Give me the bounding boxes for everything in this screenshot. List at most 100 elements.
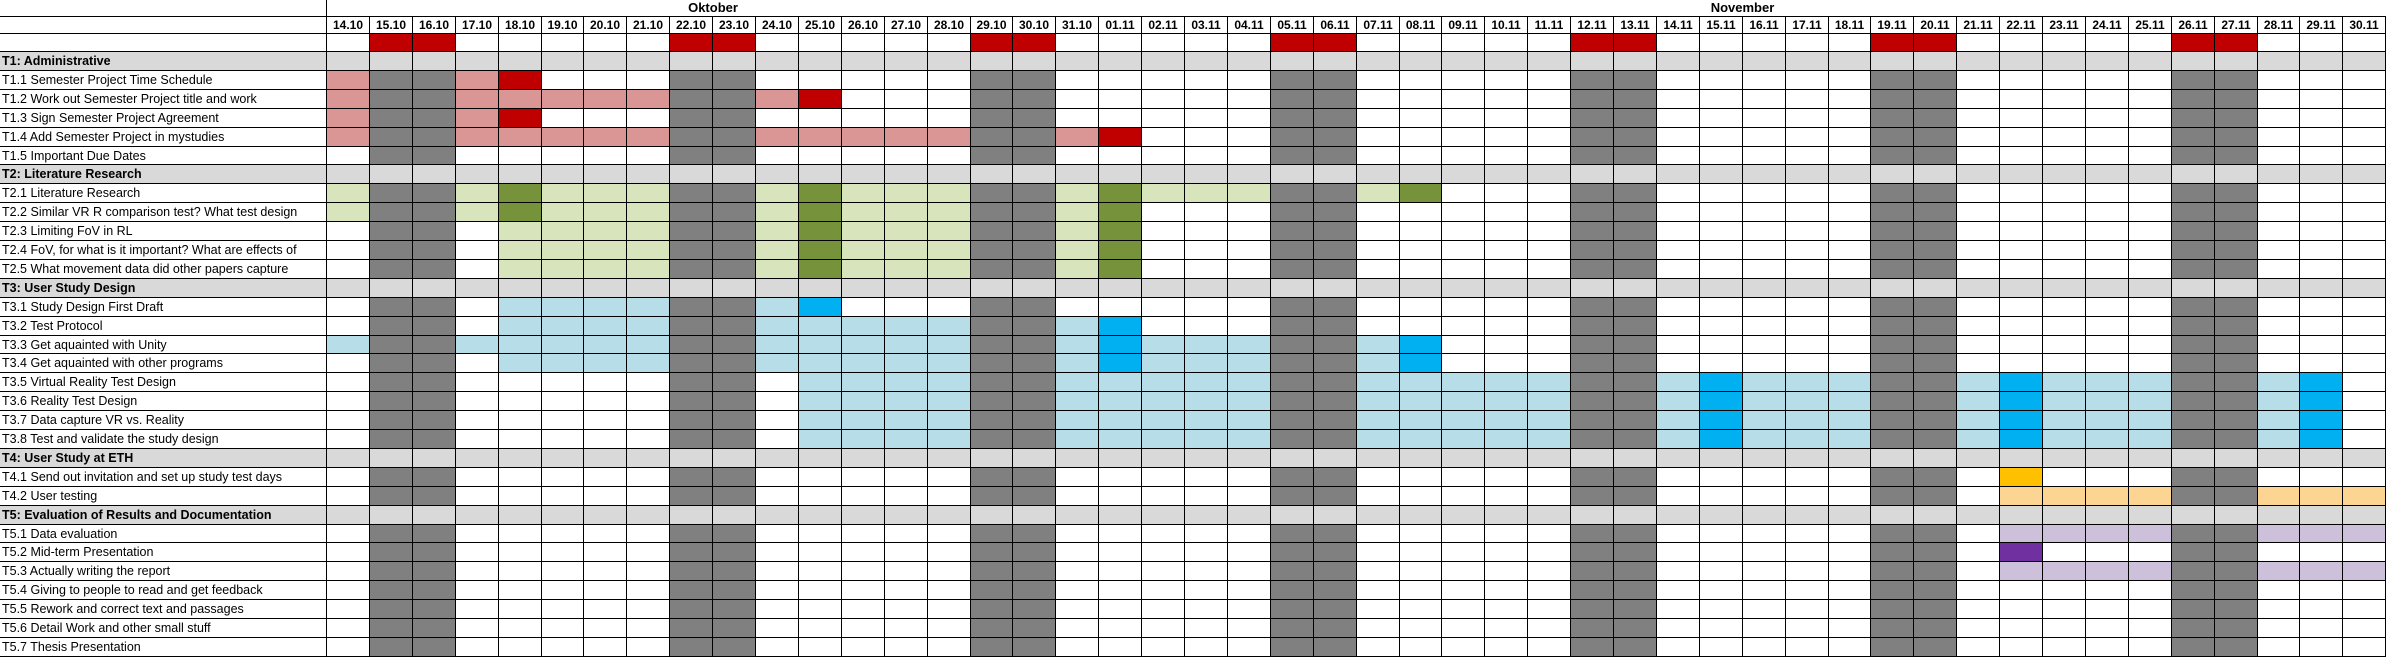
- weekend-cell[interactable]: [413, 203, 456, 222]
- section-day-cell[interactable]: [2172, 506, 2215, 525]
- section-day-cell[interactable]: [799, 279, 842, 298]
- schedule-bar-cell[interactable]: [1185, 392, 1228, 411]
- weekend-cell[interactable]: [2215, 600, 2258, 619]
- day-cell[interactable]: [1829, 298, 1871, 317]
- weekend-cell[interactable]: [670, 487, 713, 506]
- schedule-bar-cell[interactable]: [627, 222, 670, 241]
- date-header[interactable]: 23.11: [2043, 17, 2086, 34]
- weekend-cell[interactable]: [1013, 260, 1056, 279]
- section-day-cell[interactable]: [670, 506, 713, 525]
- schedule-bar-cell[interactable]: [327, 203, 370, 222]
- schedule-bar-cell[interactable]: [499, 90, 542, 109]
- day-cell[interactable]: [1657, 317, 1700, 336]
- day-cell[interactable]: [2043, 543, 2086, 562]
- day-cell[interactable]: [499, 600, 542, 619]
- day-cell[interactable]: [542, 392, 584, 411]
- date-header[interactable]: 15.10: [370, 17, 413, 34]
- schedule-bar-cell[interactable]: [1957, 373, 2000, 392]
- day-cell[interactable]: [456, 638, 499, 657]
- day-cell[interactable]: [2258, 336, 2300, 354]
- weekend-cell[interactable]: [713, 147, 756, 165]
- day-cell[interactable]: [1228, 317, 1271, 336]
- schedule-bar-cell[interactable]: [1099, 411, 1142, 430]
- weekend-cell[interactable]: [1871, 336, 1914, 354]
- weekend-cell[interactable]: [370, 600, 413, 619]
- day-cell[interactable]: [885, 600, 928, 619]
- schedule-bar-cell[interactable]: [799, 222, 842, 241]
- day-cell[interactable]: [542, 411, 584, 430]
- section-header[interactable]: T3: User Study Design: [0, 279, 327, 298]
- day-cell[interactable]: [1829, 354, 1871, 373]
- marker-cell[interactable]: [1528, 34, 1571, 52]
- weekend-cell[interactable]: [971, 109, 1013, 128]
- day-cell[interactable]: [1957, 90, 2000, 109]
- section-day-cell[interactable]: [1142, 165, 1185, 184]
- day-cell[interactable]: [1485, 468, 1528, 487]
- weekend-cell[interactable]: [1314, 354, 1357, 373]
- day-cell[interactable]: [499, 147, 542, 165]
- section-day-cell[interactable]: [1657, 449, 1700, 468]
- schedule-bar-cell[interactable]: [842, 373, 885, 392]
- schedule-bar-cell[interactable]: [885, 203, 928, 222]
- weekend-cell[interactable]: [1914, 71, 1957, 90]
- day-cell[interactable]: [1786, 109, 1829, 128]
- weekend-cell[interactable]: [370, 468, 413, 487]
- section-day-cell[interactable]: [1743, 449, 1786, 468]
- weekend-cell[interactable]: [2172, 487, 2215, 506]
- day-cell[interactable]: [2258, 241, 2300, 260]
- day-cell[interactable]: [2300, 317, 2343, 336]
- schedule-bar-cell[interactable]: [1957, 411, 2000, 430]
- weekend-marker[interactable]: [1914, 34, 1957, 52]
- day-cell[interactable]: [1957, 354, 2000, 373]
- day-cell[interactable]: [327, 581, 370, 600]
- day-cell[interactable]: [2000, 241, 2043, 260]
- weekend-cell[interactable]: [2215, 298, 2258, 317]
- task-label[interactable]: T1.4 Add Semester Project in mystudies: [0, 128, 327, 147]
- day-cell[interactable]: [1743, 638, 1786, 657]
- schedule-bar-cell[interactable]: [1442, 430, 1485, 449]
- weekend-cell[interactable]: [971, 203, 1013, 222]
- section-day-cell[interactable]: [2258, 52, 2300, 71]
- day-cell[interactable]: [2129, 203, 2172, 222]
- day-cell[interactable]: [2300, 241, 2343, 260]
- marker-cell[interactable]: [1228, 34, 1271, 52]
- weekend-cell[interactable]: [1013, 487, 1056, 506]
- weekend-cell[interactable]: [1571, 430, 1614, 449]
- day-cell[interactable]: [1528, 619, 1571, 638]
- section-day-cell[interactable]: [456, 449, 499, 468]
- section-day-cell[interactable]: [1228, 52, 1271, 71]
- weekend-cell[interactable]: [670, 430, 713, 449]
- day-cell[interactable]: [542, 430, 584, 449]
- schedule-bar-cell[interactable]: [1099, 260, 1142, 279]
- day-cell[interactable]: [1528, 336, 1571, 354]
- weekend-cell[interactable]: [670, 241, 713, 260]
- weekend-cell[interactable]: [2215, 430, 2258, 449]
- day-cell[interactable]: [1786, 203, 1829, 222]
- weekend-cell[interactable]: [1571, 487, 1614, 506]
- day-cell[interactable]: [1442, 71, 1485, 90]
- day-cell[interactable]: [584, 562, 627, 581]
- day-cell[interactable]: [756, 109, 799, 128]
- section-day-cell[interactable]: [1357, 506, 1400, 525]
- day-cell[interactable]: [1743, 90, 1786, 109]
- weekend-cell[interactable]: [413, 71, 456, 90]
- date-header[interactable]: 08.11: [1400, 17, 1442, 34]
- schedule-bar-cell[interactable]: [842, 411, 885, 430]
- weekend-cell[interactable]: [1871, 354, 1914, 373]
- day-cell[interactable]: [584, 430, 627, 449]
- day-cell[interactable]: [1528, 600, 1571, 619]
- weekend-cell[interactable]: [413, 619, 456, 638]
- weekend-cell[interactable]: [2215, 619, 2258, 638]
- section-day-cell[interactable]: [584, 165, 627, 184]
- schedule-bar-cell[interactable]: [799, 241, 842, 260]
- day-cell[interactable]: [1700, 241, 1743, 260]
- weekend-marker[interactable]: [370, 34, 413, 52]
- schedule-bar-cell[interactable]: [1485, 430, 1528, 449]
- day-cell[interactable]: [2129, 184, 2172, 203]
- weekend-cell[interactable]: [1914, 260, 1957, 279]
- schedule-bar-cell[interactable]: [1957, 430, 2000, 449]
- weekend-cell[interactable]: [713, 581, 756, 600]
- day-cell[interactable]: [2300, 638, 2343, 657]
- day-cell[interactable]: [584, 109, 627, 128]
- section-day-cell[interactable]: [1013, 449, 1056, 468]
